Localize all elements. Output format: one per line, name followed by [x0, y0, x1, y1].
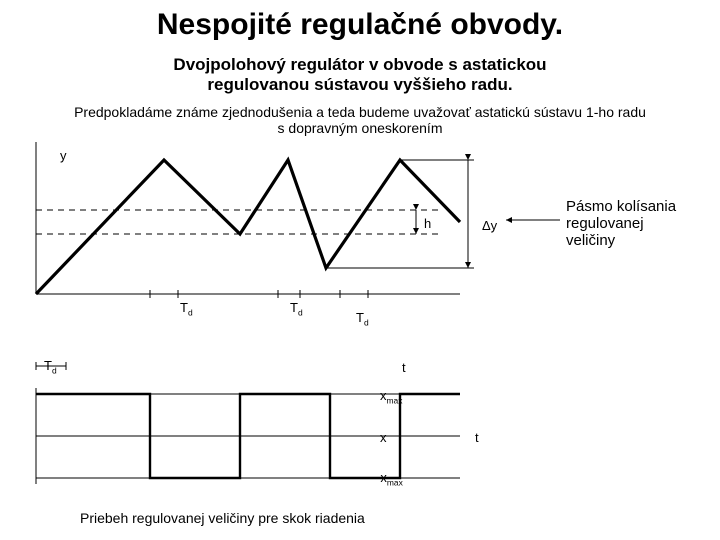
waveform-diagram	[0, 0, 720, 540]
